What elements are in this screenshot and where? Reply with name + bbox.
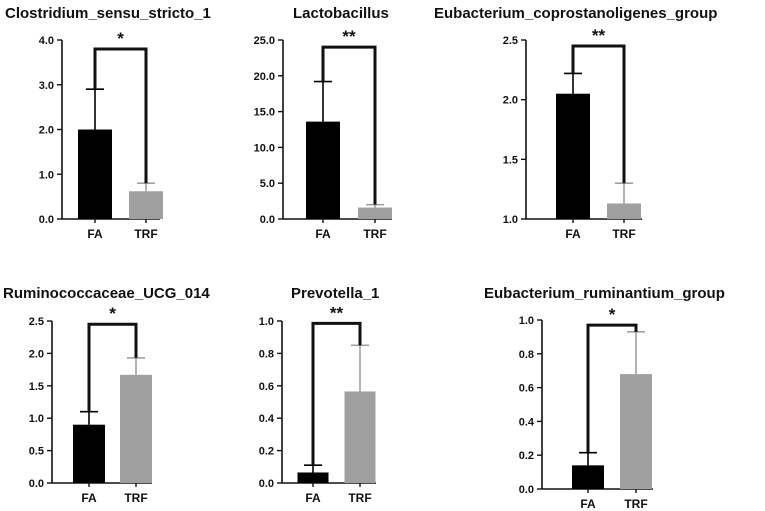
y-tick-label: 0.2 bbox=[259, 446, 274, 458]
bar-trf bbox=[120, 374, 152, 483]
x-tick-label-fa: FA bbox=[565, 227, 581, 241]
chart-title: Eubacterium_coprostanoligenes_group bbox=[434, 5, 717, 22]
bar-trf bbox=[344, 391, 376, 483]
bar-trf bbox=[607, 203, 641, 219]
significance-bracket bbox=[311, 321, 362, 466]
y-tick-label: 2.0 bbox=[39, 125, 54, 137]
bar-fa bbox=[306, 121, 340, 219]
y-tick-label: 1.5 bbox=[503, 154, 518, 166]
significance-label: ** bbox=[342, 27, 356, 46]
x-tick-label-trf: TRF bbox=[624, 497, 647, 511]
y-tick-label: 0.0 bbox=[39, 214, 54, 226]
y-tick-label: 2.5 bbox=[29, 316, 44, 328]
y-tick-label: 15.0 bbox=[254, 107, 275, 119]
y-tick-label: 0.0 bbox=[29, 478, 44, 490]
y-tick-label: 2.0 bbox=[503, 95, 518, 107]
y-tick-label: 1.5 bbox=[29, 381, 44, 393]
x-tick-label-fa: FA bbox=[305, 491, 321, 505]
y-tick-label: 0.8 bbox=[259, 348, 274, 360]
y-tick-label: 1.0 bbox=[29, 413, 44, 425]
bar-trf bbox=[129, 191, 163, 219]
significance-bracket bbox=[586, 323, 638, 453]
y-tick-label: 4.0 bbox=[39, 35, 54, 47]
y-tick-label: 0.0 bbox=[519, 484, 534, 496]
bar-fa bbox=[556, 93, 590, 219]
x-tick-label-fa: FA bbox=[87, 227, 103, 241]
y-tick-label: 0.8 bbox=[519, 349, 534, 361]
y-tick-label: 0.6 bbox=[519, 383, 534, 395]
y-tick-label: 0.4 bbox=[259, 413, 275, 425]
y-tick-label: 3.0 bbox=[39, 80, 54, 92]
bar-fa bbox=[73, 424, 105, 483]
y-tick-label: 1.0 bbox=[519, 315, 534, 327]
significance-bracket bbox=[87, 322, 138, 412]
significance-label: * bbox=[609, 305, 616, 324]
y-tick-label: 0.5 bbox=[29, 446, 44, 458]
chart-panel-5: Prevotella_1 0.0 0.2 0.4 0.6 0.8 1.0 FA TRF ** bbox=[259, 285, 380, 505]
x-tick-label-trf: TRF bbox=[124, 491, 147, 505]
y-tick-label: 1.0 bbox=[39, 169, 54, 181]
y-tick-label: 0.0 bbox=[260, 214, 275, 226]
x-tick-label-fa: FA bbox=[315, 227, 331, 241]
y-tick-label: 0.0 bbox=[259, 478, 274, 490]
x-tick-label-trf: TRF bbox=[348, 491, 371, 505]
chart-panel-2: Lactobacillus 0.0 5.0 10.0 15.0 20.0 25.0 FA TRF… bbox=[254, 5, 392, 241]
x-tick-label-fa: FA bbox=[580, 497, 596, 511]
x-tick-label-trf: TRF bbox=[612, 227, 635, 241]
chart-panel-4: Ruminococcaceae_UCG_014 0.0 0.5 1.0 1.5 2.0 2.… bbox=[3, 285, 210, 505]
significance-bracket bbox=[571, 44, 626, 184]
bar-fa bbox=[78, 129, 112, 219]
bar-fa bbox=[297, 472, 329, 483]
y-tick-label: 0.4 bbox=[519, 416, 535, 428]
y-tick-label: 0.6 bbox=[259, 381, 274, 393]
chart-panel-3: Eubacterium_coprostanoligenes_group 1.0 1.… bbox=[434, 5, 717, 241]
significance-label: * bbox=[109, 304, 116, 323]
x-tick-label-trf: TRF bbox=[363, 227, 386, 241]
chart-title: Clostridium_sensu_stricto_1 bbox=[5, 5, 211, 22]
chart-panel-1: Clostridium_sensu_stricto_1 0.0 1.0 2.0 3.0 4… bbox=[5, 5, 211, 241]
significance-label: ** bbox=[592, 26, 606, 45]
chart-title: Ruminococcaceae_UCG_014 bbox=[3, 285, 210, 302]
y-tick-label: 0.2 bbox=[519, 450, 534, 462]
y-tick-label: 2.5 bbox=[503, 35, 518, 47]
y-tick-label: 1.0 bbox=[503, 214, 518, 226]
chart-title: Lactobacillus bbox=[293, 5, 389, 22]
significance-bracket bbox=[93, 47, 148, 184]
x-tick-label-trf: TRF bbox=[134, 227, 157, 241]
y-tick-label: 20.0 bbox=[254, 71, 275, 83]
x-tick-label-fa: FA bbox=[81, 491, 97, 505]
chart-title: Eubacterium_ruminantium_group bbox=[484, 285, 725, 302]
y-tick-label: 10.0 bbox=[254, 142, 275, 154]
bar-trf bbox=[358, 207, 392, 219]
y-tick-label: 5.0 bbox=[260, 178, 275, 190]
y-tick-label: 2.0 bbox=[29, 348, 44, 360]
y-tick-label: 25.0 bbox=[254, 35, 275, 47]
significance-bracket bbox=[321, 45, 377, 205]
chart-panel-6: Eubacterium_ruminantium_group 0.0 0.2 0.4 0.… bbox=[484, 285, 725, 511]
significance-label: * bbox=[117, 29, 124, 48]
chart-title: Prevotella_1 bbox=[291, 285, 379, 302]
significance-label: ** bbox=[330, 303, 344, 322]
bar-trf bbox=[620, 374, 652, 489]
bar-fa bbox=[572, 465, 604, 489]
y-tick-label: 1.0 bbox=[259, 316, 274, 328]
